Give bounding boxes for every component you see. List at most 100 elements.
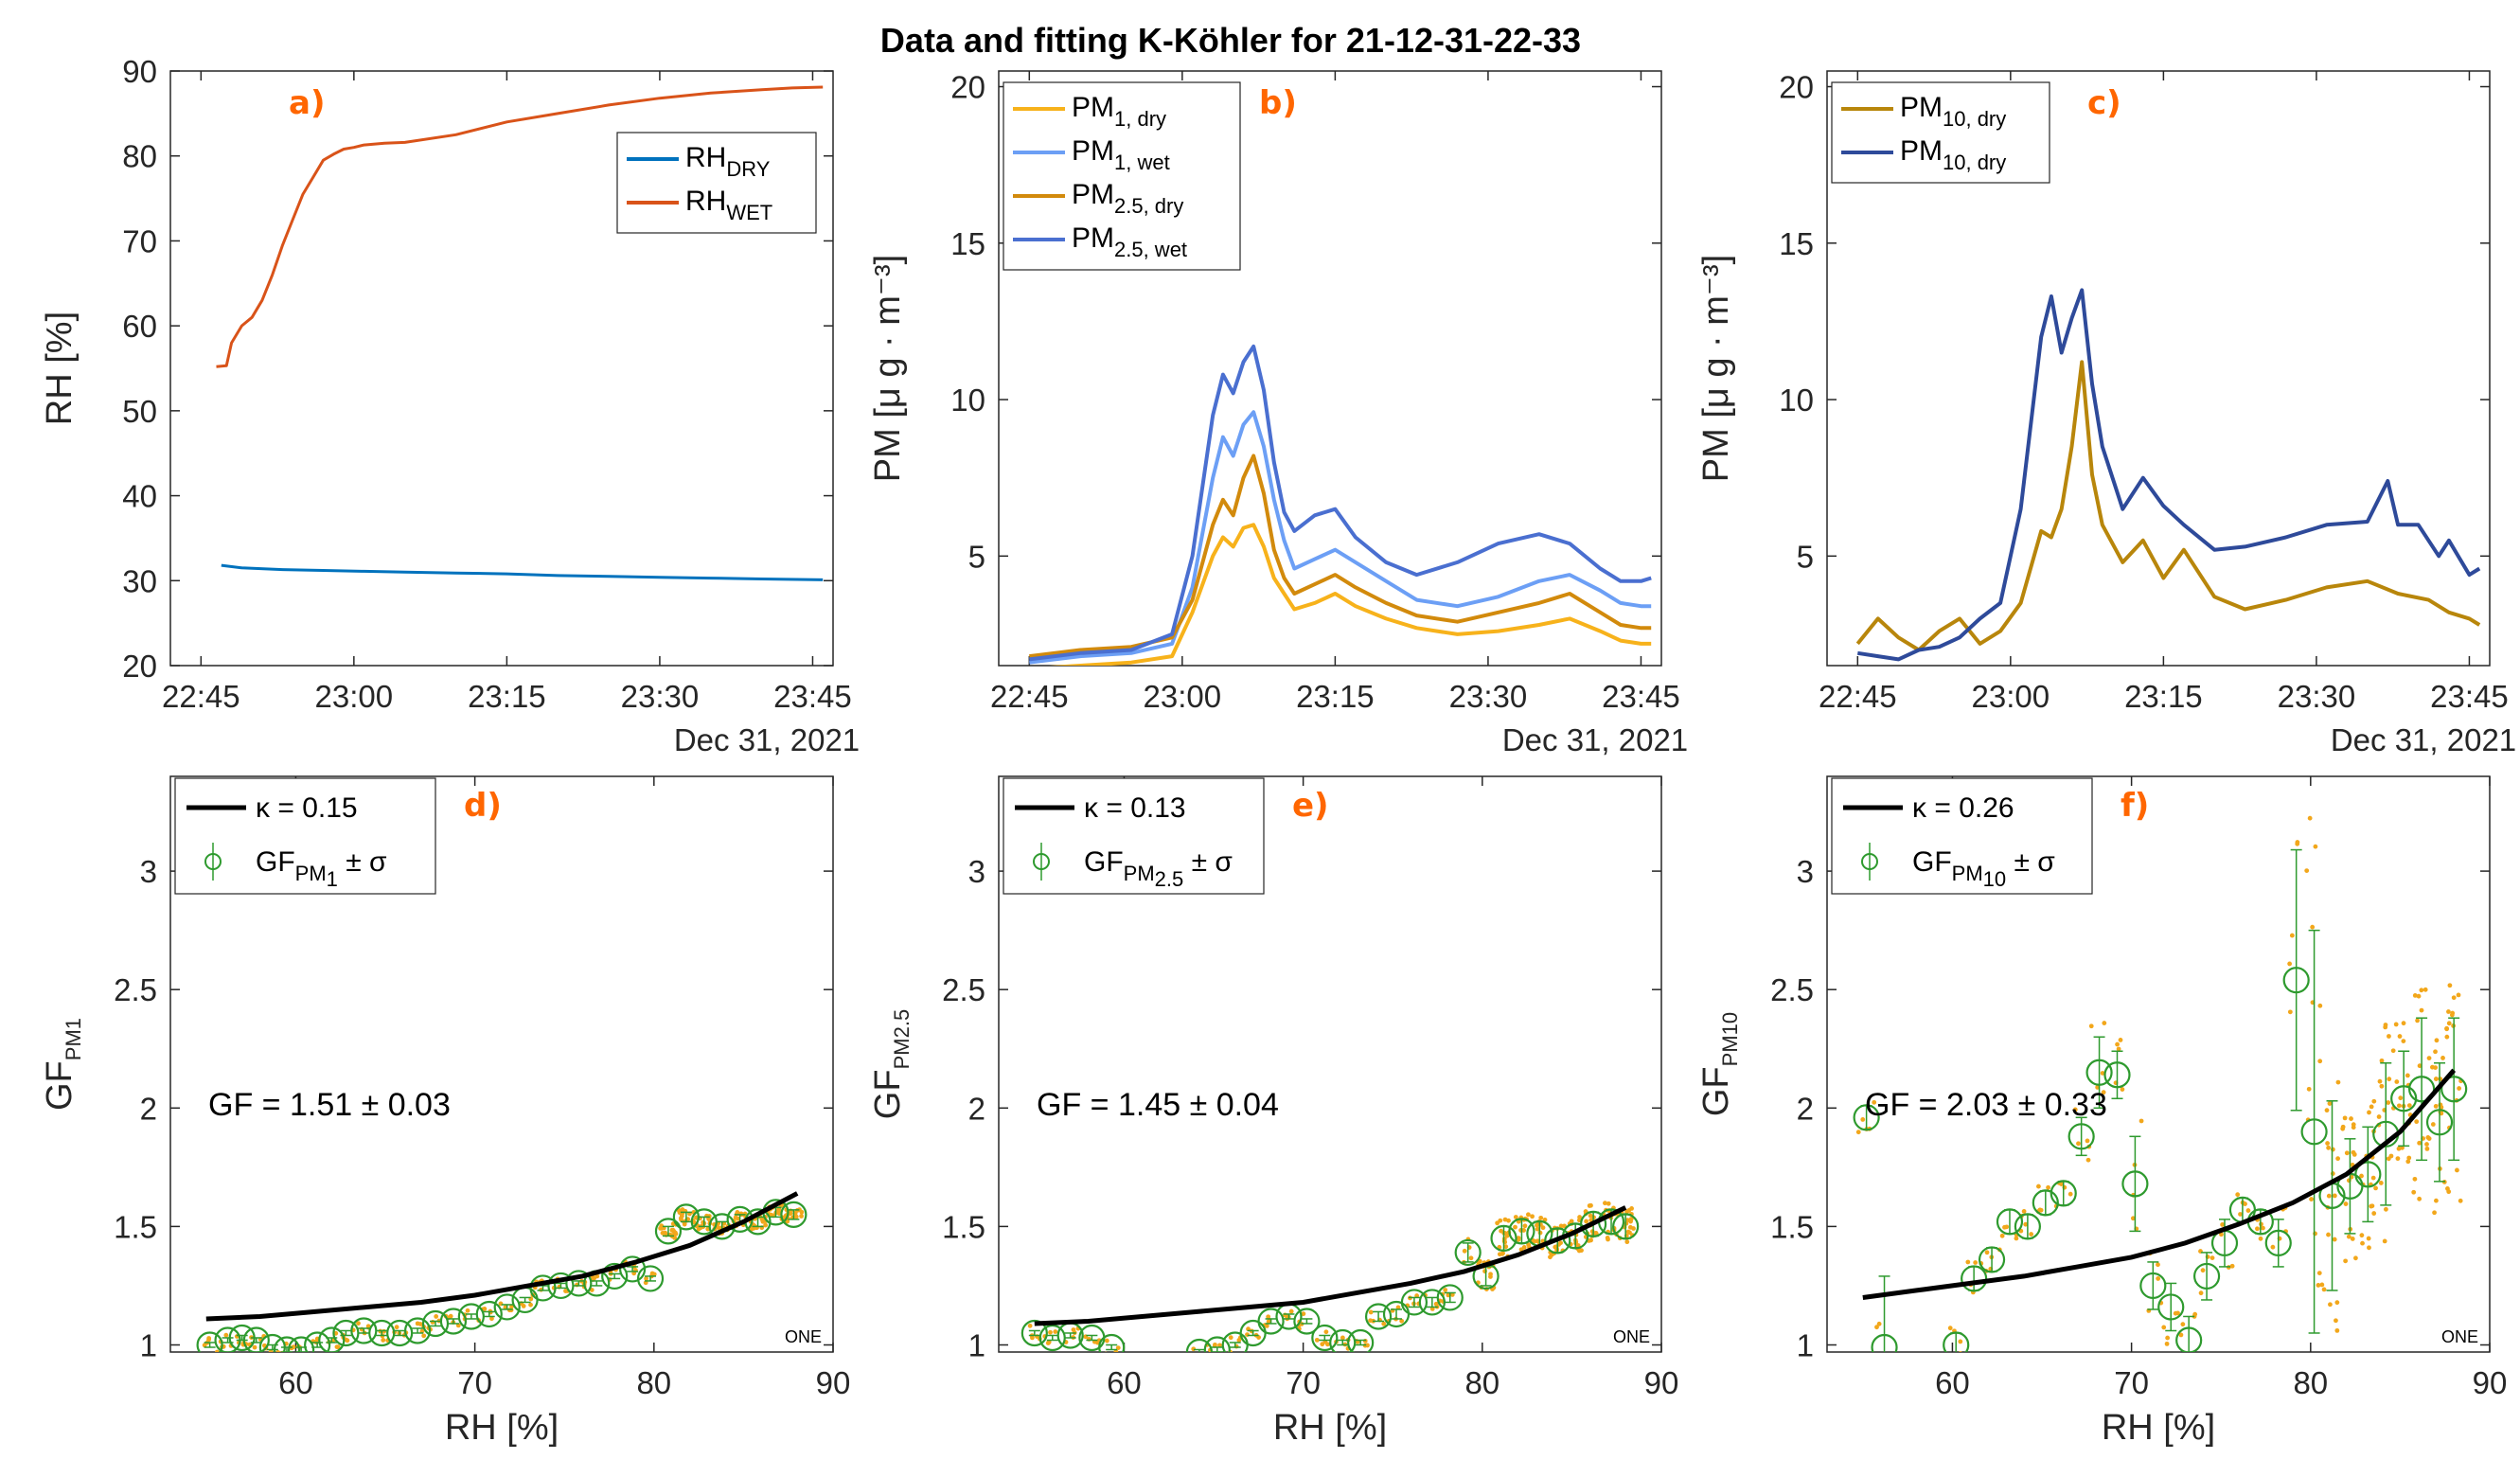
raw-dot: [2369, 1203, 2374, 1209]
legend-marker-label-part: 10: [1983, 867, 2006, 891]
gf-marker: [1293, 1308, 1321, 1335]
raw-dot: [2346, 1234, 2351, 1239]
gf-marker: [1038, 1324, 1066, 1352]
gf-marker: [273, 1336, 301, 1352]
gf-marker: [318, 1326, 346, 1352]
legend-entry-part: 1, dry: [1114, 107, 1166, 131]
raw-dot: [799, 1209, 805, 1215]
legend-box: [1003, 777, 1265, 895]
xtick-label: 23:15: [468, 679, 546, 714]
raw-dot: [2396, 1103, 2402, 1109]
gf-marker: [2067, 1123, 2095, 1150]
xtick-label: 23:45: [773, 679, 852, 714]
raw-dot: [2397, 1034, 2403, 1039]
legend-entry: RHWET: [685, 186, 772, 224]
panel-c: 5 10 15 20 22:45 23:00 23:15 23:30 23:45 Dec 31, …: [1696, 70, 2516, 757]
raw-dot: [1577, 1215, 1583, 1219]
raw-dot: [2327, 1101, 2333, 1106]
ytick-label: 2: [1797, 1091, 1814, 1126]
raw-dot: [2316, 1441, 2320, 1446]
raw-dot: [214, 1349, 220, 1352]
raw-dot: [2289, 933, 2295, 938]
ytick-label: 1: [1797, 1327, 1814, 1362]
raw-dot: [1314, 1337, 1320, 1343]
raw-dot: [2332, 1237, 2337, 1242]
raw-dot: [291, 1344, 296, 1349]
raw-dot: [1860, 1117, 1866, 1122]
ytick-label: 60: [122, 309, 157, 344]
raw-dot: [2366, 1236, 2371, 1241]
legend-marker-label-part: PM: [295, 862, 327, 885]
raw-dot: [2434, 1198, 2439, 1203]
raw-dot: [2330, 1147, 2335, 1152]
raw-dot: [2138, 1118, 2144, 1124]
gf-annotation-part: GF = 1.45 ± 0.04: [1037, 1087, 1279, 1123]
raw-dot: [2317, 1059, 2323, 1064]
raw-dot: [1535, 1222, 1539, 1228]
raw-dot: [2085, 1138, 2090, 1144]
gf-marker: [2050, 1180, 2077, 1207]
raw-dot: [2002, 1224, 2007, 1230]
y-axis-label: PM [μ g · m⁻³]: [1696, 255, 1736, 482]
axes-box-a: [169, 70, 834, 667]
raw-dot: [206, 1336, 212, 1341]
legend-marker-label-part: GF: [256, 846, 295, 878]
raw-dot: [2447, 983, 2453, 988]
raw-dot: [1443, 1288, 1448, 1292]
raw-dot: [2101, 1090, 2106, 1095]
raw-dot: [2419, 1007, 2424, 1013]
gf-marker: [565, 1270, 593, 1297]
raw-dot: [2416, 993, 2422, 999]
raw-dot: [1606, 1237, 1610, 1242]
gf-marker: [1612, 1213, 1640, 1240]
raw-dot: [2287, 1009, 2293, 1015]
xtick-label: 60: [1107, 1365, 1142, 1400]
raw-dot: [2229, 1263, 2235, 1269]
x-axis-label: RH [%]: [445, 1408, 559, 1448]
raw-dot: [2209, 1255, 2215, 1261]
plot-area-e: [1020, 1201, 1640, 1352]
raw-dot: [1521, 1228, 1526, 1233]
raw-dot: [2192, 1311, 2198, 1317]
raw-dot: [2245, 1208, 2251, 1213]
raw-dot: [2036, 1183, 2041, 1189]
raw-dot: [2178, 1332, 2184, 1338]
raw-dot: [1948, 1356, 1953, 1361]
raw-dot: [2412, 993, 2418, 998]
gf-marker: [288, 1336, 315, 1352]
raw-dot: [2455, 1167, 2459, 1173]
raw-dot: [1628, 1217, 1634, 1221]
raw-dot: [394, 1325, 399, 1330]
raw-dot: [1513, 1215, 1518, 1219]
raw-dot: [2343, 1258, 2349, 1264]
raw-dot: [2432, 1210, 2437, 1216]
raw-dot: [465, 1308, 470, 1313]
gf-marker: [2103, 1061, 2131, 1089]
gf-marker: [403, 1317, 432, 1344]
gf-marker: [2390, 1085, 2418, 1112]
raw-dot: [2378, 1181, 2384, 1185]
raw-dot: [2351, 1151, 2357, 1157]
legend-marker-label-part: ± σ: [338, 846, 387, 878]
legend-marker: [1861, 853, 1878, 870]
ytick-label: 2: [140, 1091, 157, 1126]
gf-marker: [672, 1203, 700, 1231]
raw-dot: [1320, 1342, 1325, 1347]
raw-dot: [528, 1302, 533, 1308]
gf-marker: [2440, 1076, 2468, 1103]
raw-dot: [1999, 1233, 2005, 1238]
raw-dot: [2401, 1021, 2406, 1026]
raw-dots: [202, 1202, 805, 1352]
legend-entry-part: 2.5, wet: [1114, 238, 1187, 261]
gf-marker: [304, 1331, 331, 1352]
raw-dot: [672, 1230, 678, 1236]
raw-dot: [793, 1214, 799, 1219]
legend-marker-label-part: 1: [327, 867, 338, 891]
plot-area-c: [1855, 288, 2481, 662]
date-label: Dec 31, 2021: [1502, 722, 1688, 757]
raw-dot: [345, 1338, 350, 1344]
raw-dot: [2371, 1098, 2377, 1104]
panel-label: f): [2121, 787, 2149, 825]
gf-marker: [1020, 1319, 1048, 1347]
xtick-label: 22:45: [162, 679, 240, 714]
